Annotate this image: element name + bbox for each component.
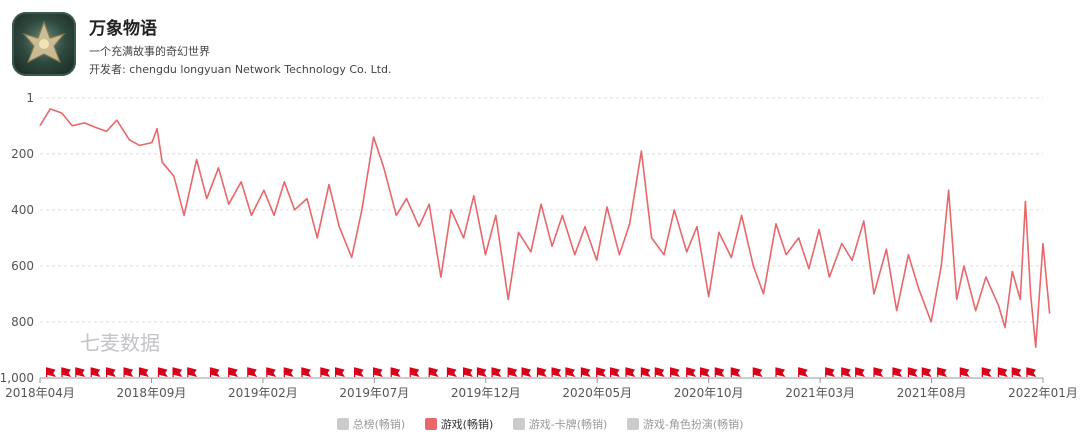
event-flag-icon[interactable] (301, 367, 312, 377)
x-tick-label: 2018年04月 (5, 386, 75, 400)
y-tick-label: 800 (11, 315, 34, 329)
event-flag-icon[interactable] (335, 367, 345, 377)
x-tick-label: 2019年12月 (451, 386, 521, 400)
event-flag-icon[interactable] (320, 367, 331, 377)
event-flag-icon[interactable] (463, 367, 473, 377)
legend-item-games[interactable]: 游戏(畅销) (424, 416, 493, 432)
legend-item-overall[interactable]: 总榜(畅销) (336, 416, 405, 432)
app-developer: 开发者: chengdu longyuan Network Technology… (89, 63, 392, 76)
event-flag-icon[interactable] (775, 367, 786, 377)
x-tick-label: 2018年09月 (117, 386, 187, 400)
legend-swatch (626, 418, 639, 430)
x-tick-label: 2019年02月 (228, 386, 298, 400)
y-tick-label: 200 (11, 147, 34, 161)
legend-swatch (336, 418, 349, 430)
event-flag-icon[interactable] (565, 367, 576, 377)
event-flag-icon[interactable] (937, 367, 948, 377)
event-flag-icon[interactable] (428, 367, 439, 377)
event-flag-icon[interactable] (187, 367, 198, 377)
x-tick-label: 2019年07月 (339, 386, 409, 400)
event-flag-icon[interactable] (521, 367, 532, 377)
event-flag-icon[interactable] (752, 367, 763, 377)
event-flag-icon[interactable] (654, 367, 665, 377)
event-flag-icon[interactable] (373, 367, 383, 377)
event-flag-icon[interactable] (354, 367, 364, 377)
y-tick-label: 1,000 (0, 371, 34, 385)
event-flag-icon[interactable] (700, 367, 710, 377)
event-flag-icon[interactable] (106, 367, 116, 377)
y-tick-label: 600 (11, 259, 34, 273)
x-tick-label: 2020年05月 (562, 386, 632, 400)
event-flag-icon[interactable] (873, 367, 884, 377)
event-flag-icon[interactable] (596, 367, 607, 377)
event-flag-icon[interactable] (491, 367, 502, 377)
event-flag-icon[interactable] (730, 367, 741, 377)
event-flag-icon[interactable] (686, 367, 697, 377)
event-flag-icon[interactable] (446, 367, 457, 377)
y-tick-label: 1 (26, 91, 34, 105)
event-flag-icon[interactable] (390, 367, 401, 377)
event-flag-icon[interactable] (61, 367, 72, 377)
event-flag-icon[interactable] (981, 367, 992, 377)
event-flag-icon[interactable] (670, 367, 680, 377)
event-flag-icon[interactable] (855, 367, 866, 377)
legend-swatch (512, 418, 525, 430)
series-line (39, 108, 1051, 348)
event-flag-icon[interactable] (46, 367, 56, 377)
event-flag-icon[interactable] (841, 367, 852, 377)
game-emblem-icon (12, 12, 76, 76)
event-flag-icon[interactable] (580, 367, 591, 377)
event-flag-icon[interactable] (997, 367, 1008, 377)
event-flag-icon[interactable] (90, 367, 101, 377)
x-tick-label: 2021年03月 (785, 386, 855, 400)
event-flag-icon[interactable] (283, 367, 294, 377)
event-flag-icon[interactable] (228, 367, 239, 377)
event-flag-icon[interactable] (247, 367, 258, 377)
event-flag-icon[interactable] (907, 367, 918, 377)
event-flag-icon[interactable] (959, 367, 970, 377)
watermark: 七麦数据 (80, 331, 160, 355)
x-tick-label: 2022年01月 (1008, 386, 1078, 400)
event-flag-icon[interactable] (157, 367, 168, 377)
event-flag-icon[interactable] (825, 367, 836, 377)
y-tick-label: 400 (11, 203, 34, 217)
event-flag-icon[interactable] (266, 367, 277, 377)
event-flag-icon[interactable] (409, 367, 420, 377)
app-description: 一个充满故事的奇幻世界 (89, 45, 210, 58)
x-tick-label: 2021年08月 (897, 386, 967, 400)
chart-legend: 总榜(畅销) 游戏(畅销) 游戏-卡牌(畅销) 游戏-角色扮演(畅销) (0, 416, 1080, 432)
event-flag-icon[interactable] (610, 367, 620, 377)
event-flag-icon[interactable] (640, 367, 651, 377)
x-tick-label: 2020年10月 (674, 386, 744, 400)
event-flag-icon[interactable] (1026, 367, 1037, 377)
legend-item-rpg-games[interactable]: 游戏-角色扮演(畅销) (626, 416, 743, 432)
legend-item-card-games[interactable]: 游戏-卡牌(畅销) (512, 416, 607, 432)
event-flag-icon[interactable] (172, 367, 183, 377)
event-flag-icon[interactable] (1011, 367, 1022, 377)
event-flag-icon[interactable] (507, 367, 518, 377)
app-title: 万象物语 (89, 19, 157, 39)
legend-swatch (424, 418, 437, 430)
event-flag-icon[interactable] (921, 367, 932, 377)
event-flag-icon[interactable] (625, 367, 636, 377)
event-flag-icon[interactable] (138, 367, 149, 377)
event-flag-icon[interactable] (892, 367, 903, 377)
event-flag-icon[interactable] (123, 367, 134, 377)
event-flag-icon[interactable] (551, 367, 562, 377)
event-flag-icon[interactable] (209, 367, 220, 377)
event-flag-icon[interactable] (536, 367, 547, 377)
event-flag-icon[interactable] (798, 367, 809, 377)
event-flag-icon[interactable] (75, 367, 86, 377)
event-flag-icon[interactable] (714, 367, 725, 377)
event-flag-icon[interactable] (476, 367, 487, 377)
